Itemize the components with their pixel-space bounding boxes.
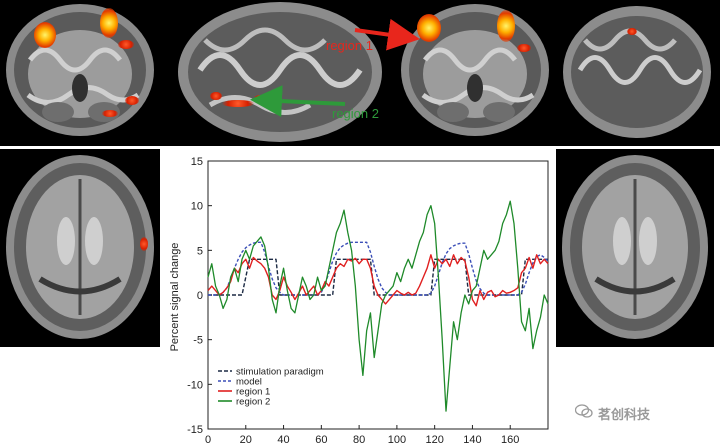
region-2-callout: region 2 [332, 106, 379, 121]
callout-arrows [250, 18, 420, 118]
brain-sagittal-left [160, 0, 395, 146]
brain-axial-right [556, 149, 714, 347]
y-tick-label: 0 [197, 290, 203, 302]
x-tick-label: 20 [240, 434, 252, 446]
y-tick-label: -10 [187, 379, 203, 391]
x-tick-label: 40 [277, 434, 289, 446]
legend-label: stimulation paradigm [236, 367, 324, 378]
x-tick-label: 120 [425, 434, 443, 446]
y-axis-label: Percent signal change [169, 243, 181, 352]
region-1-callout: region 1 [326, 38, 373, 53]
y-tick-label: -15 [187, 424, 203, 436]
chart-series [207, 200, 549, 412]
chart-svg: 0 20 40 60 80 100 120 140 160 15 10 5 0 -5 -10 -15 stim… [169, 156, 549, 446]
x-tick-label: 100 [388, 434, 406, 446]
series-line-region-2 [207, 200, 549, 412]
wechat-icon [575, 404, 593, 418]
x-tick-label: 160 [501, 434, 519, 446]
chart-ticks: 0 20 40 60 80 100 120 140 160 15 10 5 0 -5 -10 -15 [187, 156, 519, 446]
y-tick-label: 15 [191, 156, 203, 168]
region-1-arrow [354, 18, 420, 51]
series-line-stimulation-paradigm [208, 258, 548, 296]
y-tick-label: -5 [193, 335, 203, 347]
region-2-arrow [250, 85, 346, 118]
signal-chart: 0 20 40 60 80 100 120 140 160 15 10 5 0 -5 -10 -15 stim… [160, 149, 556, 447]
brain-sagittal-right [555, 0, 720, 146]
legend-label: region 1 [236, 387, 270, 398]
watermark-text: 茗创科技 [598, 407, 651, 422]
x-tick-label: 140 [463, 434, 481, 446]
x-tick-label: 0 [205, 434, 211, 446]
x-tick-label: 60 [315, 434, 327, 446]
y-tick-label: 5 [197, 245, 203, 257]
brain-coronal-left [0, 0, 160, 146]
brain-coronal-right [395, 0, 555, 146]
series-line-model [208, 241, 549, 296]
legend-label: region 2 [236, 397, 270, 408]
series-line-region-1 [207, 254, 549, 307]
x-tick-label: 80 [353, 434, 365, 446]
brain-axial-left [0, 149, 160, 347]
legend-label: model [236, 377, 262, 388]
y-tick-label: 10 [191, 201, 203, 213]
